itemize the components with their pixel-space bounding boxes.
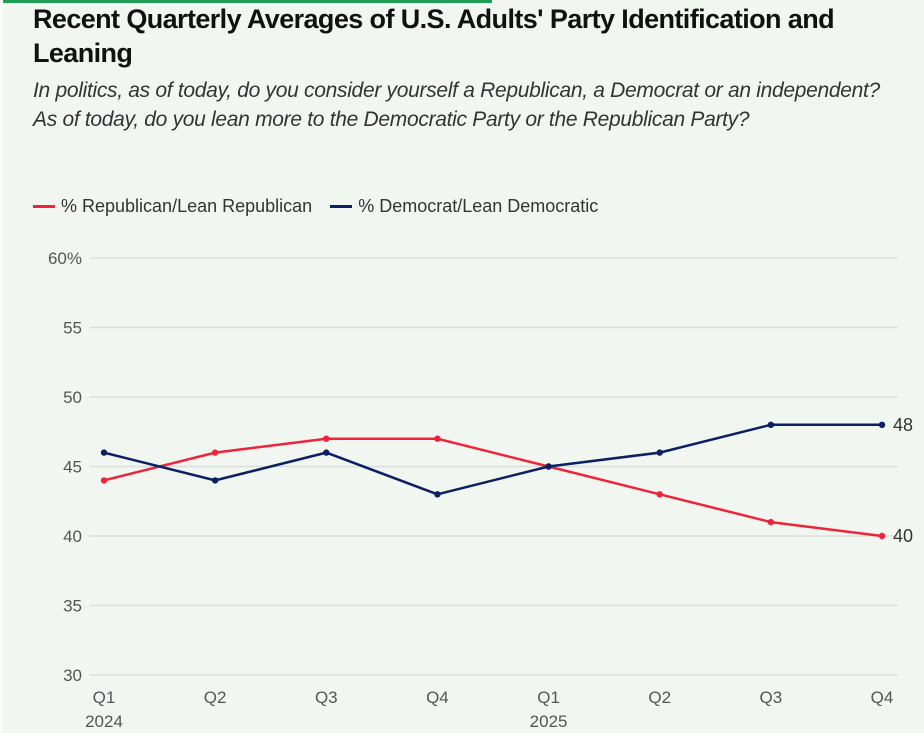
end-data-label: 40 xyxy=(893,526,913,546)
data-point xyxy=(767,518,775,526)
data-point xyxy=(211,477,219,484)
subtitle-line-2: As of today, do you lean more to the Dem… xyxy=(33,108,750,131)
data-point xyxy=(323,449,330,456)
y-tick-label: 35 xyxy=(63,597,82,616)
legend-item-democrat: % Democrat/Lean Democratic xyxy=(330,196,598,217)
y-tick-label: 60% xyxy=(48,249,82,268)
data-point xyxy=(656,449,663,456)
legend-label-republican: % Republican/Lean Republican xyxy=(61,196,313,216)
chart-subtitle: In politics, as of today, do you conside… xyxy=(33,76,913,134)
data-point xyxy=(767,421,775,428)
x-tick-label: Q3 xyxy=(315,688,338,707)
chart-title: Recent Quarterly Averages of U.S. Adults… xyxy=(33,4,835,68)
data-point xyxy=(100,477,108,484)
x-tick-label: Q1 xyxy=(93,688,116,707)
series-line-republican xyxy=(103,437,883,538)
y-tick-label: 30 xyxy=(63,666,82,685)
x-tick-label: Q3 xyxy=(760,688,783,707)
left-edge xyxy=(0,0,3,733)
legend-label-democrat: % Democrat/Lean Democratic xyxy=(358,196,599,216)
x-year-label: 2024 xyxy=(85,712,123,731)
data-point xyxy=(211,449,219,456)
y-tick-label: 45 xyxy=(63,458,82,477)
x-tick-label: Q2 xyxy=(648,688,671,707)
legend-swatch-republican xyxy=(33,205,55,208)
data-point xyxy=(323,435,330,442)
series-line-democrat xyxy=(103,423,882,496)
legend-item-republican: % Republican/Lean Republican xyxy=(33,196,312,217)
subtitle-line-1: In politics, as of today, do you conside… xyxy=(33,79,880,102)
data-point xyxy=(878,421,886,428)
x-tick-label: Q1 xyxy=(537,688,560,707)
legend-swatch-democrat xyxy=(330,205,353,208)
legend: % Republican/Lean Republican % Democrat/… xyxy=(33,196,598,217)
x-tick-label: Q4 xyxy=(871,688,894,707)
data-point xyxy=(434,491,441,498)
end-data-label: 48 xyxy=(893,415,913,435)
x-tick-label: Q2 xyxy=(204,688,227,707)
y-tick-label: 40 xyxy=(63,527,82,546)
x-year-label: 2025 xyxy=(530,712,568,731)
y-tick-label: 50 xyxy=(63,388,82,407)
data-point xyxy=(434,435,441,442)
top-accent-bar xyxy=(0,0,492,3)
data-point xyxy=(100,449,108,456)
x-tick-label: Q4 xyxy=(426,688,449,707)
data-point xyxy=(878,532,886,540)
data-point xyxy=(656,491,663,498)
y-tick-label: 55 xyxy=(63,319,82,338)
data-point xyxy=(545,463,552,470)
